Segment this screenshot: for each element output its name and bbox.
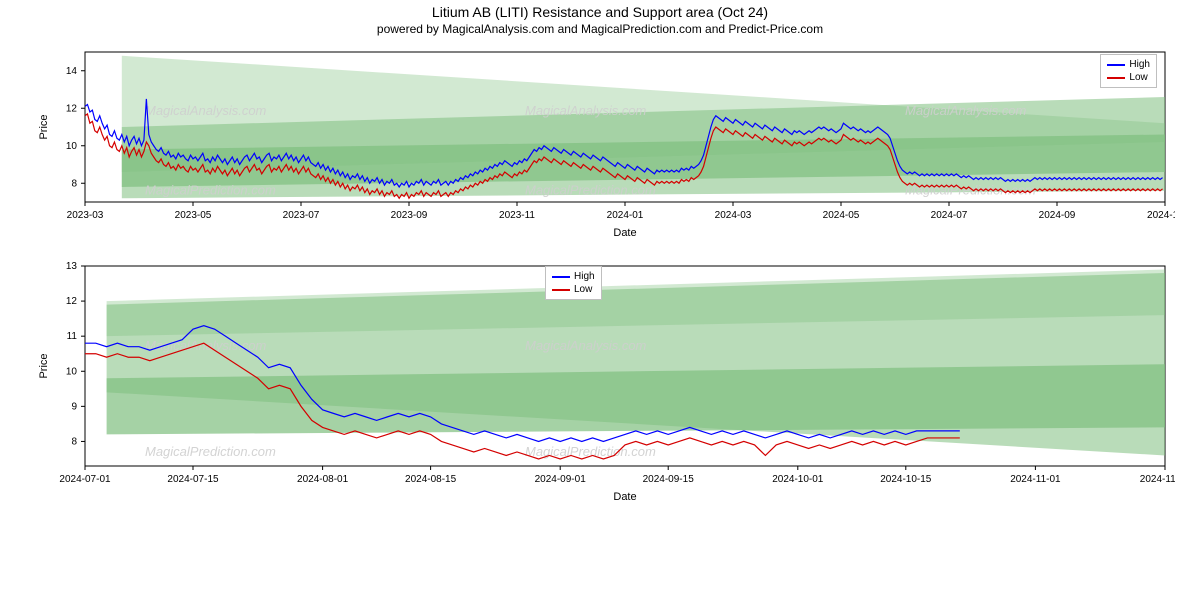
chart-top: MagicalAnalysis.com MagicalPrediction.com… <box>25 42 1175 252</box>
svg-text:2024-05: 2024-05 <box>823 210 860 221</box>
legend-top: HighLow <box>1100 54 1157 88</box>
legend-bottom: HighLow <box>545 266 602 300</box>
svg-text:2024-09-15: 2024-09-15 <box>643 474 695 485</box>
svg-text:MagicalPrediction.com: MagicalPrediction.com <box>525 183 656 198</box>
svg-text:14: 14 <box>66 66 78 77</box>
svg-text:Date: Date <box>613 491 636 503</box>
legend-line-sample <box>1107 77 1125 79</box>
chart-top-svg: MagicalAnalysis.com MagicalPrediction.com… <box>25 42 1175 252</box>
legend-label: Low <box>1129 71 1147 84</box>
legend-label: Low <box>574 283 592 296</box>
legend-item: High <box>1107 58 1150 71</box>
svg-text:2024-08-15: 2024-08-15 <box>405 474 457 485</box>
legend-line-sample <box>552 289 570 291</box>
legend-line-sample <box>1107 64 1125 66</box>
svg-text:9: 9 <box>71 401 77 412</box>
svg-text:2024-08-01: 2024-08-01 <box>297 474 349 485</box>
legend-label: High <box>1129 58 1150 71</box>
svg-text:2024-09-01: 2024-09-01 <box>535 474 587 485</box>
legend-item: Low <box>552 283 595 296</box>
legend-item: High <box>552 270 595 283</box>
svg-text:10: 10 <box>66 141 78 152</box>
svg-text:2023-11: 2023-11 <box>499 210 535 221</box>
svg-text:MagicalPrediction.com: MagicalPrediction.com <box>905 183 1036 198</box>
svg-text:2023-05: 2023-05 <box>175 210 212 221</box>
legend-line-sample <box>552 276 570 278</box>
svg-text:13: 13 <box>66 261 78 272</box>
svg-text:2024-10-15: 2024-10-15 <box>880 474 932 485</box>
svg-text:2023-09: 2023-09 <box>391 210 428 221</box>
svg-text:MagicalAnalysis.com: MagicalAnalysis.com <box>145 103 267 118</box>
chart-bottom: MagicalAnalysis.com MagicalPrediction.com… <box>25 256 1175 516</box>
svg-text:10: 10 <box>66 366 78 377</box>
svg-text:2024-07-15: 2024-07-15 <box>167 474 219 485</box>
svg-text:2024-01: 2024-01 <box>607 210 644 221</box>
svg-text:12: 12 <box>66 296 78 307</box>
svg-text:MagicalAnalysis.com: MagicalAnalysis.com <box>525 103 647 118</box>
svg-text:2024-10-01: 2024-10-01 <box>772 474 824 485</box>
svg-text:2024-03: 2024-03 <box>715 210 752 221</box>
svg-text:2024-11-15: 2024-11-15 <box>1140 474 1175 485</box>
svg-text:2024-09: 2024-09 <box>1039 210 1076 221</box>
svg-text:Price: Price <box>38 114 50 139</box>
svg-text:MagicalPrediction.com: MagicalPrediction.com <box>145 444 276 459</box>
svg-text:MagicalAnalysis.com: MagicalAnalysis.com <box>905 103 1027 118</box>
svg-text:2023-07: 2023-07 <box>283 210 320 221</box>
svg-text:2024-07-01: 2024-07-01 <box>59 474 111 485</box>
chart-subtitle: powered by MagicalAnalysis.com and Magic… <box>0 22 1200 36</box>
legend-label: High <box>574 270 595 283</box>
svg-text:11: 11 <box>67 331 78 342</box>
svg-text:2024-07: 2024-07 <box>931 210 968 221</box>
svg-text:2024-11: 2024-11 <box>1147 210 1175 221</box>
chart-title: Litium AB (LITI) Resistance and Support … <box>0 4 1200 20</box>
svg-text:Date: Date <box>613 227 636 239</box>
svg-text:MagicalAnalysis.com: MagicalAnalysis.com <box>525 338 647 353</box>
legend-item: Low <box>1107 71 1150 84</box>
svg-text:8: 8 <box>71 436 77 447</box>
svg-text:12: 12 <box>66 103 78 114</box>
svg-text:Price: Price <box>38 353 50 378</box>
svg-text:2024-11-01: 2024-11-01 <box>1010 474 1061 485</box>
svg-text:MagicalPrediction.com: MagicalPrediction.com <box>145 183 276 198</box>
svg-text:8: 8 <box>71 178 77 189</box>
svg-text:2023-03: 2023-03 <box>67 210 104 221</box>
